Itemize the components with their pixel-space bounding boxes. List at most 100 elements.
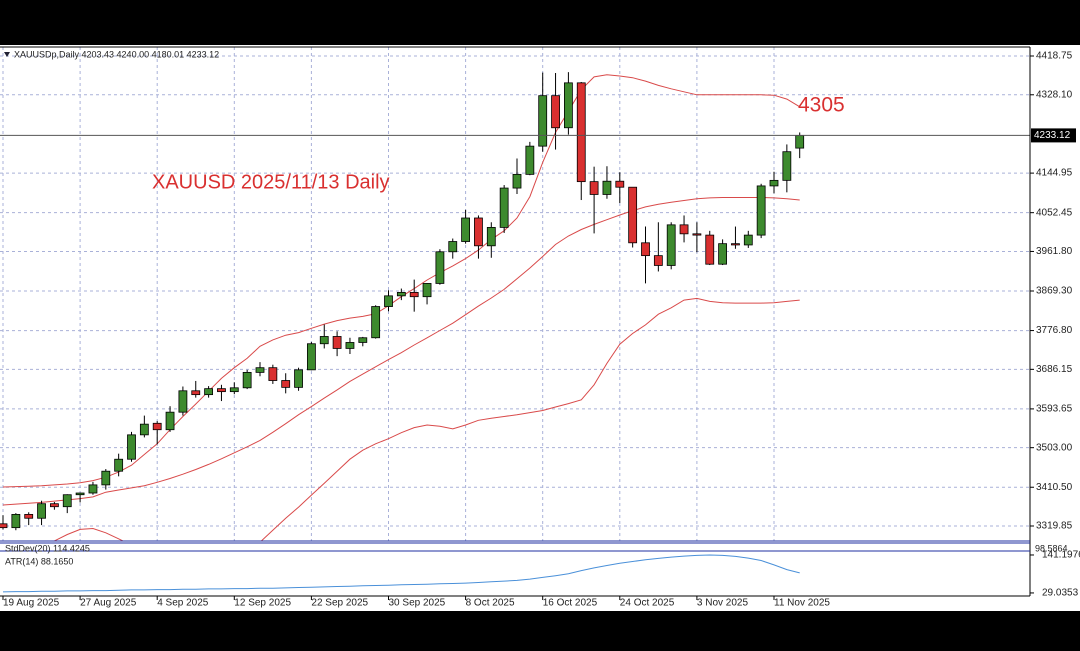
atr-line <box>2 554 800 593</box>
chart-header: XAUUSDp,Daily 4203.43 4240.00 4180.01 42… <box>14 49 219 59</box>
candle-body <box>769 179 779 187</box>
x-tick-label: 27 Aug 2025 <box>80 598 137 609</box>
candle-body <box>795 134 805 149</box>
y-tick-label: 3776.80 <box>1036 325 1073 336</box>
annotation: 4305 <box>798 94 845 117</box>
y-tick-label: 4328.10 <box>1036 89 1073 100</box>
x-tick-label: 3 Nov 2025 <box>697 598 749 609</box>
candle-body <box>384 295 393 307</box>
candle-body <box>88 484 98 494</box>
candle-body <box>409 292 419 298</box>
candle-body <box>653 255 663 266</box>
x-tick-label: 16 Oct 2025 <box>543 598 598 609</box>
candle-body <box>204 388 214 396</box>
candle-body <box>255 367 265 373</box>
candle-body <box>191 390 201 396</box>
candle-body <box>743 234 753 246</box>
y-tick-label: 3319.85 <box>1036 521 1073 532</box>
current-price-box <box>1031 128 1076 143</box>
candle-body <box>229 387 239 393</box>
candle-body <box>345 342 355 349</box>
y-tick-label: 3503.00 <box>1036 442 1073 453</box>
candle-body <box>0 523 8 529</box>
candle-body <box>538 95 548 147</box>
y-tick-label: 4418.75 <box>1036 51 1073 62</box>
candle-body <box>499 187 509 228</box>
candle-body <box>294 369 303 388</box>
candle-body <box>165 411 175 431</box>
y-tick-label: 4144.95 <box>1036 168 1073 179</box>
candle-body <box>512 173 522 189</box>
candle-body <box>217 388 226 393</box>
candle-body <box>564 82 573 129</box>
x-tick-label: 19 Aug 2025 <box>3 598 60 609</box>
candle-body <box>486 227 496 247</box>
y-tick-label: 3961.80 <box>1036 246 1073 257</box>
x-tick-label: 30 Sep 2025 <box>389 598 446 609</box>
x-tick-label: 11 Nov 2025 <box>774 598 830 609</box>
candle-body <box>152 422 162 431</box>
y-tick-label: 3686.15 <box>1036 364 1073 375</box>
candle-body <box>319 336 329 345</box>
candle-body <box>242 371 252 389</box>
band-line <box>52 297 800 541</box>
candle-body <box>127 434 136 460</box>
candle-body <box>602 180 612 195</box>
candle-body <box>306 343 316 371</box>
y-tick-label: 29.0353 <box>1042 588 1079 599</box>
candle-body <box>692 233 702 236</box>
candle-body <box>62 494 72 508</box>
x-tick-label: 24 Oct 2025 <box>620 598 675 609</box>
candle-body <box>576 82 586 183</box>
candle-body <box>705 234 715 265</box>
candle-body <box>75 492 85 496</box>
band-line <box>2 197 800 506</box>
overlay-layer: 4418.75 4328.10 4144.95 4052.45 3961.80 3869.… <box>2 51 1080 609</box>
candle-body <box>731 243 740 246</box>
candle-body <box>24 513 34 519</box>
y-tick-label: 3593.65 <box>1036 404 1073 415</box>
candle-body <box>448 241 458 253</box>
candle-body <box>114 458 124 472</box>
candle-body <box>525 145 535 175</box>
indicator-label: StdDev(20) 114.4245 <box>5 543 90 553</box>
candle-body <box>50 503 59 508</box>
candle-body <box>756 185 766 236</box>
candle-body <box>101 470 111 486</box>
candle-body <box>615 180 625 188</box>
x-tick-label: 12 Sep 2025 <box>234 598 291 609</box>
x-tick-label: 8 Oct 2025 <box>466 598 515 609</box>
candle-body <box>641 242 650 257</box>
candle-body <box>11 513 21 529</box>
x-tick-label: 22 Sep 2025 <box>311 598 368 609</box>
candle-body <box>679 224 689 235</box>
candle-body <box>422 283 432 298</box>
candle-body <box>718 243 727 265</box>
candle-body <box>178 390 188 413</box>
candle-body <box>551 95 560 129</box>
candle-body <box>396 292 406 297</box>
indicator-label: ATR(14) 88.1650 <box>5 556 73 566</box>
candle-body <box>371 306 381 339</box>
candle-body <box>461 217 471 242</box>
current-price-label: 4233.12 <box>1034 130 1071 141</box>
y-tick-label: 3869.30 <box>1036 286 1073 297</box>
candle-body <box>435 251 445 284</box>
candle-body <box>474 217 483 247</box>
header-icon <box>4 52 10 57</box>
candle-body <box>628 186 638 244</box>
candle-body <box>37 503 46 519</box>
candle-body <box>666 224 676 266</box>
candle-body <box>332 336 342 349</box>
candle-body <box>268 367 278 381</box>
candle-body <box>139 423 149 436</box>
candle-body <box>782 151 792 181</box>
candle-body <box>358 337 368 343</box>
candle-body <box>589 181 599 195</box>
indicator-tick-label: 98.5864 <box>1035 543 1068 553</box>
atr-panel <box>2 554 800 593</box>
y-tick-label: 141.1976 <box>1042 550 1080 561</box>
annotation: XAUUSD 2025/11/13 Daily <box>152 171 390 193</box>
